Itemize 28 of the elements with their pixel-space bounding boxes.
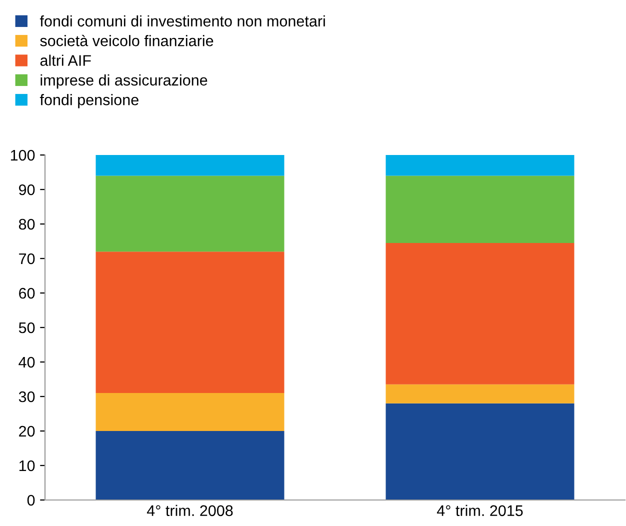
bar bbox=[386, 384, 574, 404]
bar bbox=[386, 155, 574, 176]
y-tick-label: 30 bbox=[18, 391, 35, 402]
legend-label: società veicolo finanziarie bbox=[40, 34, 214, 46]
y-tick-label: 50 bbox=[18, 322, 35, 334]
y-tick-label: 70 bbox=[19, 253, 35, 264]
y-tick-label: 100 bbox=[10, 150, 35, 161]
y-tick-label: 10 bbox=[19, 460, 35, 472]
bar bbox=[96, 431, 284, 500]
y-tick-label: 20 bbox=[19, 426, 35, 437]
y-tick-label: 0 bbox=[27, 494, 35, 506]
legend-label: imprese di assicurazione bbox=[40, 74, 208, 89]
y-tick-label: 80 bbox=[18, 218, 35, 230]
y-tick-label: 40 bbox=[18, 356, 35, 368]
legend-label: fondi comuni di investimento non monetari bbox=[40, 15, 325, 27]
y-tick-label: 90 bbox=[19, 184, 35, 196]
legend-label: fondi pensione bbox=[40, 94, 138, 108]
bar bbox=[96, 252, 284, 394]
x-tick-label: 4° trim. 2015 bbox=[436, 504, 523, 516]
bar bbox=[386, 403, 574, 500]
legend-label: altri AIF bbox=[40, 54, 91, 66]
x-tick-label: 4° trim. 2008 bbox=[146, 504, 233, 516]
y-tick-label: 60 bbox=[19, 288, 35, 299]
bar bbox=[96, 176, 284, 252]
bar bbox=[386, 242, 574, 384]
bar bbox=[96, 393, 284, 431]
bar bbox=[386, 176, 574, 243]
bar bbox=[96, 155, 284, 176]
